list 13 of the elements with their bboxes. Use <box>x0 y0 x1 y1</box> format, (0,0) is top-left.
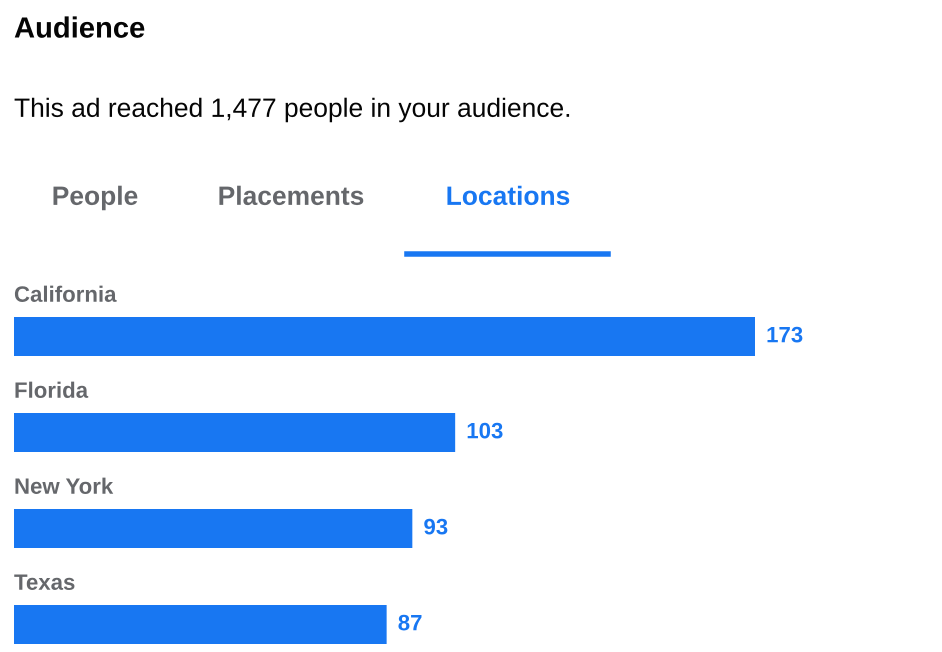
y-tick-label: Texas <box>14 574 74 590</box>
data-label: 103 <box>468 422 503 438</box>
text: People <box>54 186 138 210</box>
data-label: 93 <box>424 518 448 534</box>
data-label: 173 <box>768 326 802 342</box>
chart-title: Audience <box>14 16 144 38</box>
y-tick-label: California <box>14 286 117 302</box>
chart-subtitle: This ad reached 1,477 people in your audience. <box>14 98 570 122</box>
y-tick-label: Florida <box>15 382 88 398</box>
data-label: 87 <box>398 614 422 630</box>
text: Placements <box>219 186 364 206</box>
text: Locations <box>447 186 570 206</box>
y-tick-label: New York <box>15 478 114 494</box>
